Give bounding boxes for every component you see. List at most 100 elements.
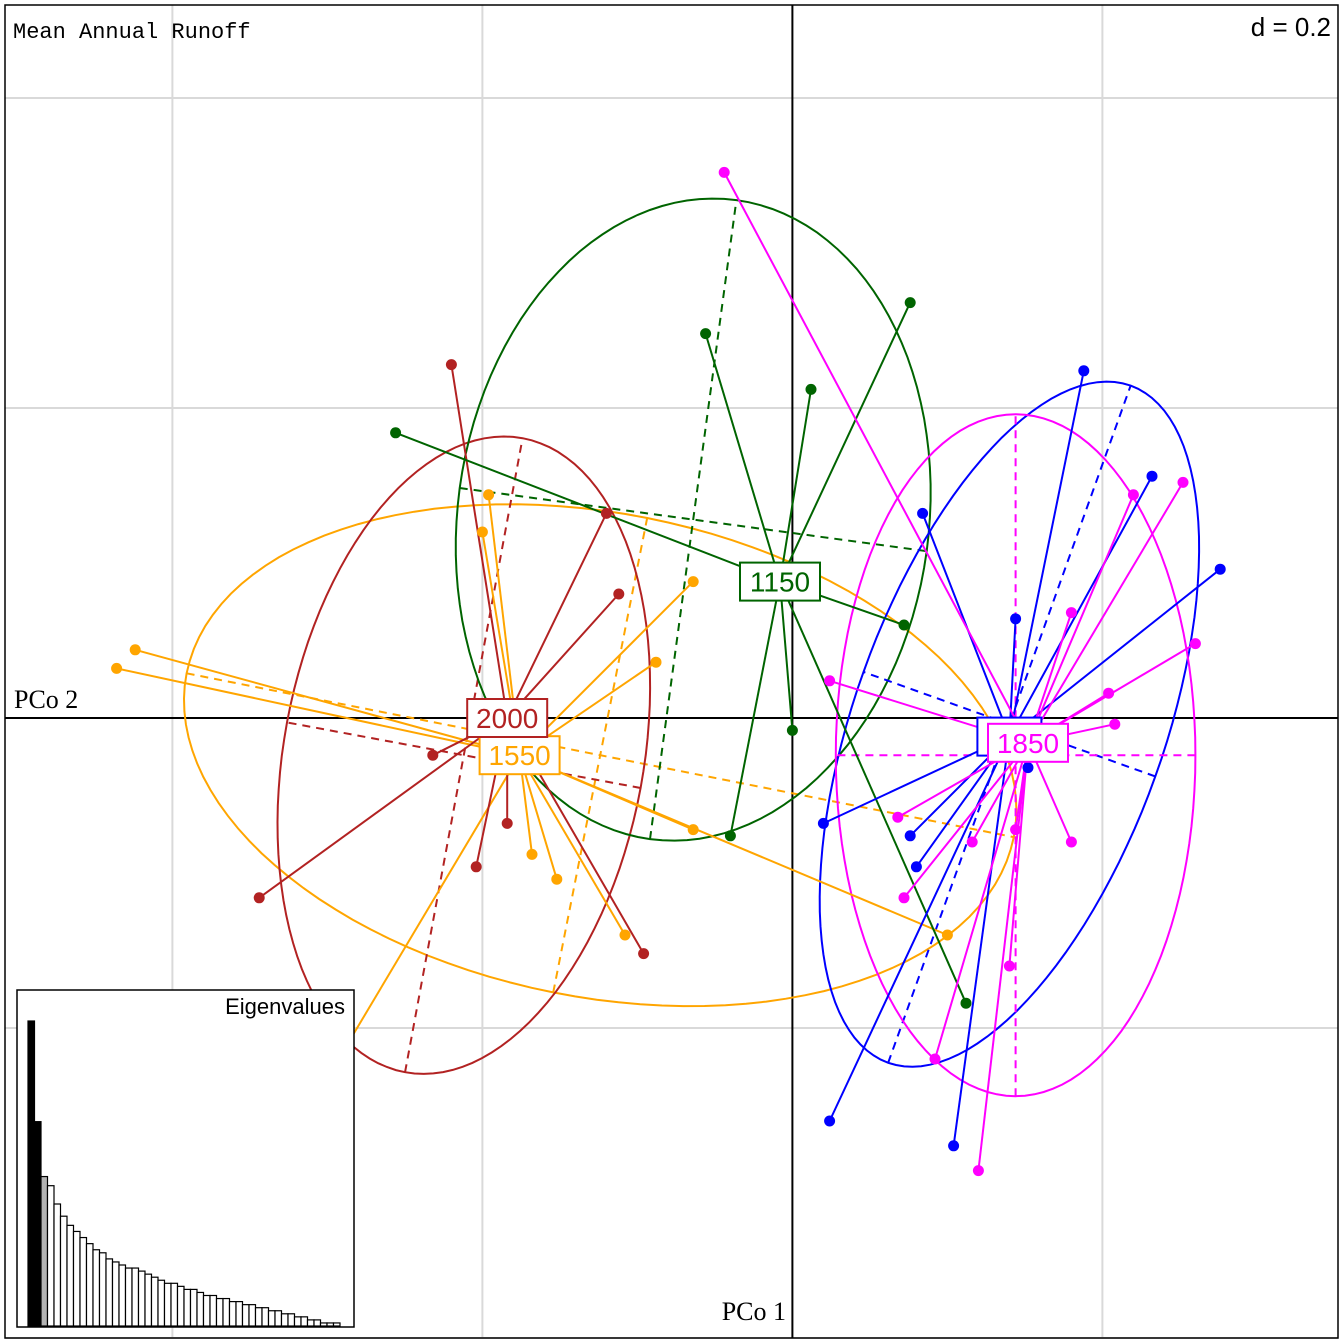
ellipse-major-axis-2000: [404, 438, 524, 1073]
spider-line-1550: [116, 667, 520, 757]
spider-line-1850: [903, 742, 1029, 899]
data-point-1850: [1177, 476, 1189, 488]
eigenvalue-bar: [196, 1291, 205, 1327]
eigenvalue-inset-title: Eigenvalues: [225, 994, 345, 1019]
data-point-900: [1078, 365, 1090, 377]
group-label-box-1550: [478, 735, 561, 776]
eigenvalue-bar: [222, 1297, 231, 1327]
eigenvalue-bar: [98, 1252, 107, 1327]
eigenvalue-bar: [33, 1121, 42, 1327]
data-point-900: [824, 1115, 836, 1127]
eigenvalue-bar: [189, 1288, 198, 1327]
spider-line-900: [952, 736, 1011, 1146]
data-point-1850: [1103, 687, 1115, 699]
data-point-2000: [427, 749, 439, 761]
eigenvalue-bar: [92, 1249, 101, 1327]
x-axis-label: PCo 1: [722, 1297, 786, 1326]
ellipse-900: [818, 380, 1201, 1068]
group-spider-lines: [116, 171, 1221, 1171]
spider-line-2000: [506, 512, 608, 719]
eigenvalue-bar: [150, 1276, 159, 1327]
spider-line-1850: [1027, 494, 1135, 744]
data-point-1850: [966, 836, 978, 848]
eigenvalue-bar: [332, 1322, 341, 1327]
ellipse-2000: [276, 435, 652, 1075]
data-point-2000: [501, 817, 513, 829]
group-label-2000: 2000: [476, 703, 538, 734]
eigenvalue-bar: [228, 1300, 237, 1327]
scale-label-background: [1226, 9, 1336, 43]
data-point-1150: [904, 297, 916, 309]
data-point-2000: [470, 861, 482, 873]
eigenvalue-bar: [261, 1307, 270, 1327]
spider-line-1550: [345, 754, 521, 1048]
group-points: [111, 166, 1226, 1177]
spider-line-1150: [779, 581, 794, 731]
eigenvalue-bar: [111, 1261, 120, 1327]
eigenvalue-bar: [79, 1236, 88, 1327]
spider-line-1150: [704, 333, 781, 582]
eigenvalue-bar: [300, 1316, 309, 1327]
spider-line-1150: [779, 581, 967, 1004]
eigenvalue-bar: [105, 1258, 114, 1327]
data-point-1550: [111, 662, 123, 674]
data-point-1850: [929, 1053, 941, 1065]
eigenvalue-bar: [85, 1243, 94, 1327]
data-point-1850: [1109, 718, 1121, 730]
eigenvalue-bar: [124, 1267, 133, 1327]
spider-line-900: [1008, 475, 1153, 738]
eigenvalue-bar: [131, 1267, 140, 1327]
data-point-900: [817, 817, 829, 829]
spider-line-1850: [977, 742, 1029, 1171]
data-point-1550: [476, 526, 488, 538]
eigenvalue-bar: [267, 1310, 276, 1327]
data-point-1850: [898, 892, 910, 904]
data-point-1550: [941, 929, 953, 941]
group-label-box-2000: [466, 698, 549, 738]
eigenvalue-bar: [163, 1282, 172, 1327]
data-point-1850: [1127, 489, 1139, 501]
data-point-1850: [718, 166, 730, 178]
spider-line-1550: [518, 580, 694, 756]
spider-line-900: [1008, 370, 1085, 737]
eigenvalue-bar: [59, 1215, 68, 1327]
ellipse-major-axis-1150: [459, 487, 927, 553]
data-point-1150: [960, 997, 972, 1009]
data-point-1150: [700, 328, 712, 340]
group-ellipses: [182, 197, 1201, 1098]
spider-line-900: [1008, 568, 1221, 738]
spider-line-2000: [506, 593, 620, 719]
data-point-1150: [898, 619, 910, 631]
spider-line-1150: [779, 302, 912, 583]
ellipse-major-axis-900: [887, 385, 1132, 1064]
data-point-900: [948, 1140, 960, 1152]
eigenvalue-bar: [280, 1313, 289, 1327]
spider-line-1850: [723, 171, 1029, 744]
data-point-1850: [1010, 824, 1022, 836]
data-point-900: [910, 861, 922, 873]
data-point-1550: [687, 576, 699, 588]
eigenvalue-bars: [27, 1020, 341, 1327]
spider-line-1550: [134, 648, 520, 757]
spider-line-1550: [518, 754, 558, 880]
data-point-1550: [650, 656, 662, 668]
eigenvalue-bar: [202, 1294, 211, 1327]
data-point-1850: [892, 811, 904, 823]
data-point-1550: [551, 873, 563, 885]
plot-border: [4, 4, 1339, 1339]
eigenvalue-bar: [235, 1300, 244, 1327]
data-point-900: [917, 507, 929, 519]
scale-label: d = 0.2: [1251, 12, 1331, 42]
spider-line-2000: [258, 717, 508, 899]
data-point-1850: [1065, 607, 1077, 619]
data-point-1850: [824, 675, 836, 687]
chart-title: Mean Annual Runoff: [13, 20, 251, 45]
data-point-2000: [613, 588, 625, 600]
data-point-1550: [687, 824, 699, 836]
data-point-1850: [1003, 960, 1015, 972]
eigenvalue-bar: [183, 1288, 192, 1327]
group-labels: 1550200011509001850: [466, 561, 1069, 776]
eigenvalue-bar: [144, 1273, 153, 1327]
data-point-900: [1022, 762, 1034, 774]
eigenvalue-inset: Eigenvalues: [16, 989, 355, 1328]
